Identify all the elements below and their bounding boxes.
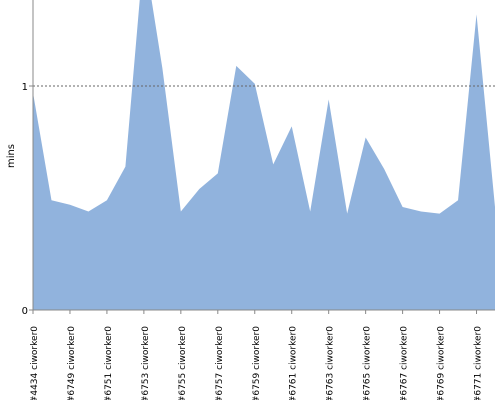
x-tick-label: #6759 ciworker0 (252, 326, 262, 400)
x-tick-label: #6765 ciworker0 (363, 326, 373, 400)
y-tick-label: 1 (22, 82, 28, 93)
x-tick-label: #6761 ciworker0 (289, 326, 299, 400)
x-tick-label: #6771 ciworker0 (474, 326, 484, 400)
y-axis-label: mins (6, 144, 17, 168)
x-tick-label: #6751 ciworker0 (104, 326, 114, 400)
x-tick-label: #6753 ciworker0 (141, 326, 151, 400)
x-tick-label: #4434 ciworker0 (30, 326, 40, 400)
y-tick-label: 0 (22, 306, 28, 317)
x-tick-label: #6769 ciworker0 (437, 326, 447, 400)
plot-area (33, 0, 495, 310)
x-tick-label: #6757 ciworker0 (215, 326, 225, 400)
x-tick-label: #6767 ciworker0 (400, 326, 410, 400)
x-tick-label: #6749 ciworker0 (67, 326, 77, 400)
x-tick-label: #6755 ciworker0 (178, 326, 188, 400)
area (33, 0, 495, 310)
x-tick-label: #6763 ciworker0 (326, 326, 336, 400)
